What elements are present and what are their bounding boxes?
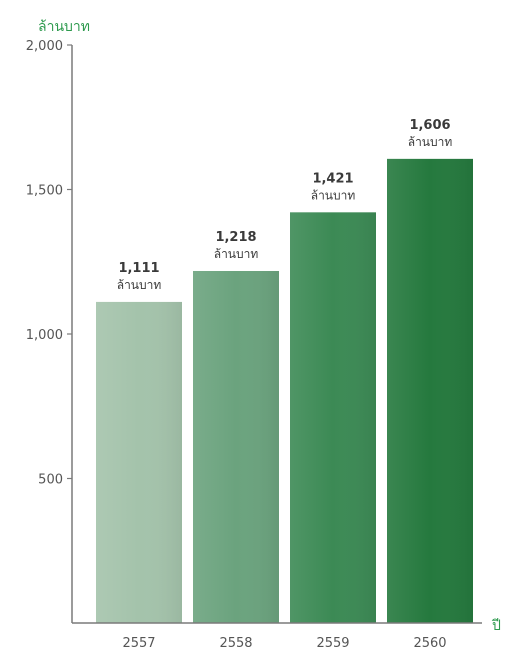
y-tick-label: 1,500 bbox=[26, 184, 63, 199]
x-axis-ticks: 2557 2558 2559 2560 bbox=[122, 636, 446, 651]
x-tick-label: 2558 bbox=[219, 636, 252, 651]
bar-value-label: 1,606 bbox=[409, 118, 450, 133]
bar-unit-label: ล้านบาท bbox=[117, 278, 162, 292]
y-tick-label: 1,000 bbox=[26, 328, 63, 343]
x-tick-label: 2559 bbox=[316, 636, 349, 651]
y-tick-label: 500 bbox=[38, 473, 63, 488]
bar-shading-2559 bbox=[290, 212, 376, 623]
bar-value-label: 1,421 bbox=[312, 171, 353, 186]
x-tick-label: 2557 bbox=[122, 636, 155, 651]
bar-value-labels: 1,111 ล้านบาท 1,218 ล้านบาท 1,421 ล้านบาท 1,60… bbox=[117, 118, 453, 292]
bar-shading-2557 bbox=[96, 301, 182, 623]
bar-value-label: 1,111 bbox=[118, 261, 159, 276]
bar-value-label: 1,218 bbox=[215, 230, 256, 245]
bar-unit-label: ล้านบาท bbox=[311, 188, 356, 202]
bar-shading-2558 bbox=[193, 270, 279, 623]
bar-shading-2560 bbox=[387, 158, 473, 623]
y-axis-unit-label: ล้านบาท bbox=[38, 19, 90, 35]
x-axis-unit-label: ปี bbox=[492, 618, 501, 634]
bars-group bbox=[96, 158, 473, 623]
y-axis-ticks: 500 1,000 1,500 2,000 bbox=[26, 39, 72, 488]
y-tick-label: 2,000 bbox=[26, 39, 63, 54]
x-tick-label: 2560 bbox=[413, 636, 446, 651]
bar-unit-label: ล้านบาท bbox=[214, 247, 259, 261]
bar-unit-label: ล้านบาท bbox=[408, 135, 453, 149]
